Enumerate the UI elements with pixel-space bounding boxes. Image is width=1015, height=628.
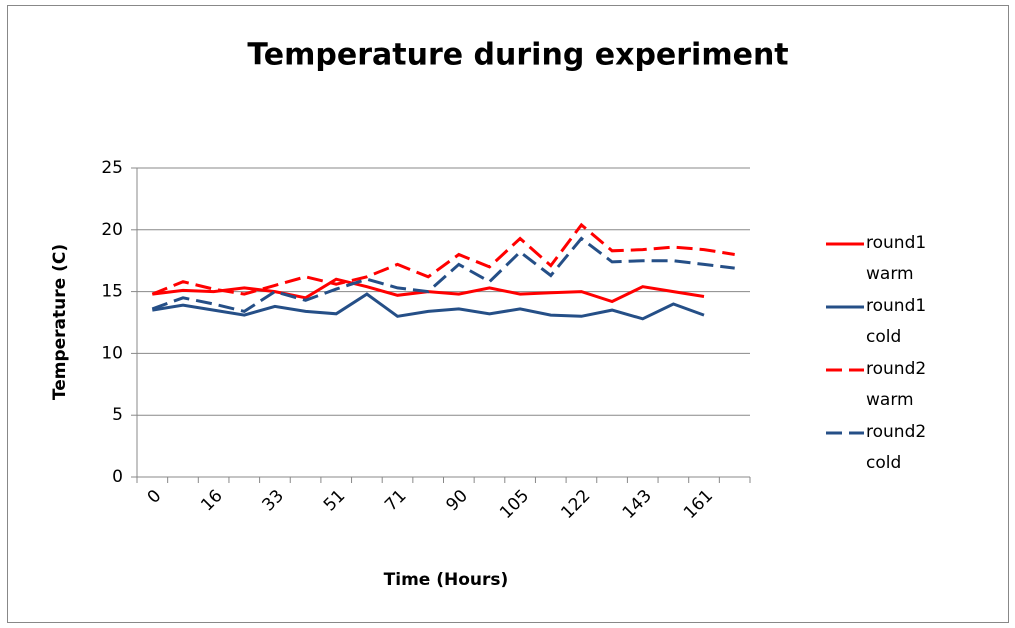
y-tick-label: 5 <box>112 405 123 425</box>
y-tick-label: 15 <box>101 282 123 302</box>
legend-label: round2 warm <box>866 359 927 410</box>
legend-label: round1 cold <box>866 296 927 347</box>
legend-swatch <box>826 305 864 309</box>
legend: round1 warm round1 cold round2 warm round2 … <box>826 228 936 480</box>
legend-item: round2 warm <box>826 354 936 417</box>
x-axis-title: Time (Hours) <box>384 570 509 590</box>
series-line <box>151 222 735 296</box>
chart-border <box>7 5 1009 623</box>
legend-swatch <box>826 431 864 435</box>
chart-title: Temperature during experiment <box>247 38 788 73</box>
y-axis-title: Temperature (C) <box>50 244 70 400</box>
legend-label: round2 cold <box>866 422 927 473</box>
legend-item: round1 warm <box>826 228 936 291</box>
legend-label: round1 warm <box>866 233 927 284</box>
legend-swatch <box>826 242 864 246</box>
y-tick-label: 10 <box>101 343 123 363</box>
series-line <box>151 236 735 314</box>
y-tick-label: 25 <box>101 158 123 178</box>
y-tick-label: 20 <box>101 220 123 240</box>
series-line <box>152 292 705 321</box>
y-tick-label: 0 <box>112 467 123 487</box>
legend-swatch <box>826 368 864 372</box>
legend-item: round1 cold <box>826 291 936 354</box>
legend-item: round2 cold <box>826 417 936 480</box>
